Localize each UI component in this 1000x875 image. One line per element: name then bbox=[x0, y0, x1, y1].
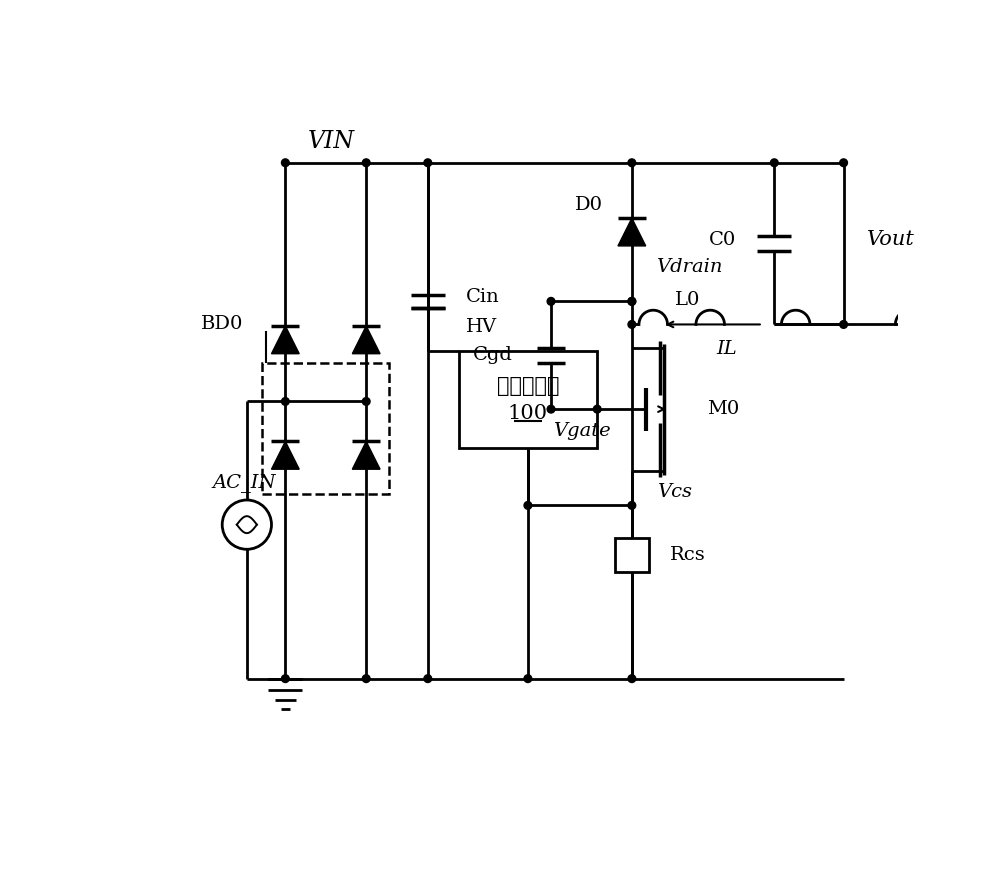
Text: Vgate: Vgate bbox=[553, 422, 611, 440]
Circle shape bbox=[628, 320, 636, 328]
Circle shape bbox=[282, 675, 289, 682]
Circle shape bbox=[628, 159, 636, 166]
Circle shape bbox=[628, 501, 636, 509]
Text: L0: L0 bbox=[675, 290, 700, 309]
Text: Vcs: Vcs bbox=[657, 482, 692, 500]
Text: Rcs: Rcs bbox=[670, 547, 706, 564]
Polygon shape bbox=[352, 442, 380, 469]
Circle shape bbox=[424, 159, 432, 166]
Text: D0: D0 bbox=[575, 196, 603, 214]
Text: BD0: BD0 bbox=[201, 316, 243, 333]
Text: C0: C0 bbox=[709, 231, 736, 248]
Text: 驱动控制器: 驱动控制器 bbox=[497, 375, 559, 396]
Text: 100: 100 bbox=[508, 404, 548, 423]
Circle shape bbox=[840, 320, 847, 328]
Circle shape bbox=[524, 501, 532, 509]
Text: AC_IN: AC_IN bbox=[212, 473, 276, 492]
Text: VIN: VIN bbox=[308, 130, 355, 153]
Circle shape bbox=[362, 159, 370, 166]
Circle shape bbox=[282, 159, 289, 166]
Polygon shape bbox=[352, 326, 380, 354]
Circle shape bbox=[628, 298, 636, 305]
Polygon shape bbox=[271, 442, 299, 469]
Text: HV: HV bbox=[466, 318, 497, 336]
Circle shape bbox=[362, 397, 370, 405]
Circle shape bbox=[547, 298, 555, 305]
Text: Vout: Vout bbox=[867, 230, 914, 249]
Polygon shape bbox=[271, 326, 299, 354]
Text: Vdrain: Vdrain bbox=[656, 258, 723, 276]
Text: IL: IL bbox=[716, 340, 737, 358]
Circle shape bbox=[547, 405, 555, 413]
Bar bbox=[615, 538, 649, 572]
Circle shape bbox=[282, 397, 289, 405]
Circle shape bbox=[362, 675, 370, 682]
Circle shape bbox=[628, 675, 636, 682]
Circle shape bbox=[628, 298, 636, 305]
Text: Cin: Cin bbox=[466, 289, 500, 306]
Circle shape bbox=[524, 675, 532, 682]
Polygon shape bbox=[618, 218, 646, 246]
Circle shape bbox=[424, 675, 432, 682]
Text: M0: M0 bbox=[707, 400, 739, 418]
Bar bbox=[459, 352, 597, 448]
Circle shape bbox=[593, 405, 601, 413]
Circle shape bbox=[770, 159, 778, 166]
Text: Cgd: Cgd bbox=[473, 346, 512, 364]
Circle shape bbox=[840, 159, 847, 166]
Bar bbox=[262, 363, 389, 494]
